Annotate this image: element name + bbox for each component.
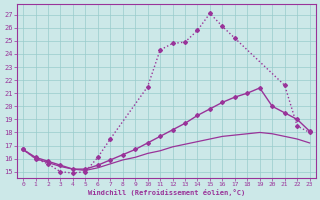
X-axis label: Windchill (Refroidissement éolien,°C): Windchill (Refroidissement éolien,°C) (88, 189, 245, 196)
